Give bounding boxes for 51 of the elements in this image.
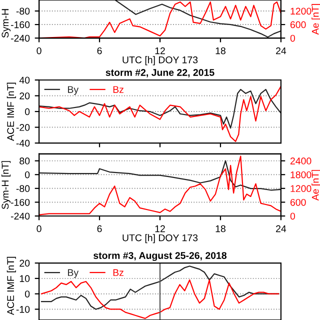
x-tick-label: 12 — [155, 47, 165, 54]
line-series — [115, 0, 281, 38]
x-axis-title: UTC [h] DOY 173 — [122, 56, 198, 66]
legend-label: By — [68, 269, 79, 278]
y-tick-label: -240 — [10, 34, 30, 42]
legend-label: Bz — [113, 269, 124, 276]
y2-tick-label: 2400 — [290, 158, 312, 164]
legend-label: Bz — [113, 86, 124, 93]
y-tick-label: -80 — [16, 185, 30, 192]
y-tick-label: -40 — [16, 140, 30, 147]
x-tick-label: 24 — [276, 47, 286, 54]
y-axis-title: Sym-H — [2, 9, 11, 38]
y-tick-label: -160 — [10, 21, 30, 28]
y-tick-label: -10 — [16, 306, 30, 313]
y-axis-title: ACE IMF [nT] — [6, 256, 16, 316]
legend-label: By — [68, 86, 79, 95]
y-tick-label: 0 — [24, 171, 30, 178]
x-tick-label: 0 — [36, 47, 42, 54]
y2-tick-label: 600 — [290, 198, 306, 206]
y-tick-label: -20 — [16, 124, 30, 131]
x-tick-label: 18 — [216, 47, 226, 54]
y-tick-label: 80 — [20, 158, 30, 164]
y-tick-label: 20 — [20, 260, 30, 267]
y-tick-label: 20 — [20, 92, 30, 100]
line-series — [40, 279, 280, 320]
y-axis-title: Sym-H [nT] — [1, 161, 11, 210]
y-tick-label: 10 — [20, 275, 30, 282]
y-tick-label: 0 — [24, 108, 30, 116]
x-tick-label: 6 — [97, 47, 102, 54]
y2-tick-label: 1200 — [290, 185, 312, 192]
chart-title: storm #3, August 25-26, 2018 — [94, 252, 227, 261]
x-tick-label: 18 — [216, 225, 226, 232]
y-tick-label: -240 — [10, 212, 30, 220]
y-axis-title: ACE IMF [nT] — [6, 82, 16, 141]
x-tick-label: 6 — [97, 225, 102, 232]
x-tick-label: 24 — [276, 225, 286, 232]
y2-tick-label: 1200 — [290, 8, 312, 15]
chart-title: storm #2, June 22, 2015 — [106, 69, 214, 78]
y2-tick-label: 600 — [290, 21, 306, 28]
line-series — [39, 160, 281, 191]
x-tick-label: 12 — [155, 225, 165, 232]
y2-tick-label: 1800 — [290, 171, 312, 178]
x-axis-title: UTC [h] DOY 173 — [122, 234, 198, 244]
y2-tick-label: 0 — [290, 34, 296, 42]
line-series — [39, 156, 281, 216]
y-tick-label: -80 — [16, 8, 30, 15]
y-tick-label: -160 — [10, 198, 30, 206]
y-tick-label: 40 — [19, 76, 30, 84]
x-tick-label: 0 — [36, 225, 42, 232]
y2-tick-label: 0 — [290, 212, 296, 220]
y-tick-label: 0 — [24, 290, 30, 298]
